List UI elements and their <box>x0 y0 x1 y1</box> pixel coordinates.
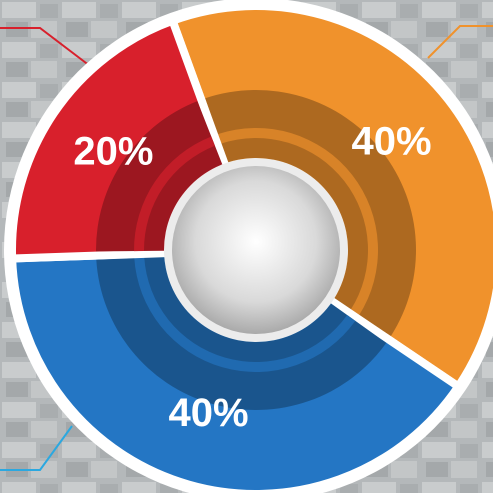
chart: 40% 40% 20% <box>0 0 493 493</box>
hub <box>172 166 340 334</box>
value-label: 20% <box>73 129 153 173</box>
value-label: 40% <box>352 120 432 164</box>
value-label: 40% <box>169 391 249 435</box>
page: 40%40%20% (() => { const data = JSON.par… <box>0 0 493 493</box>
